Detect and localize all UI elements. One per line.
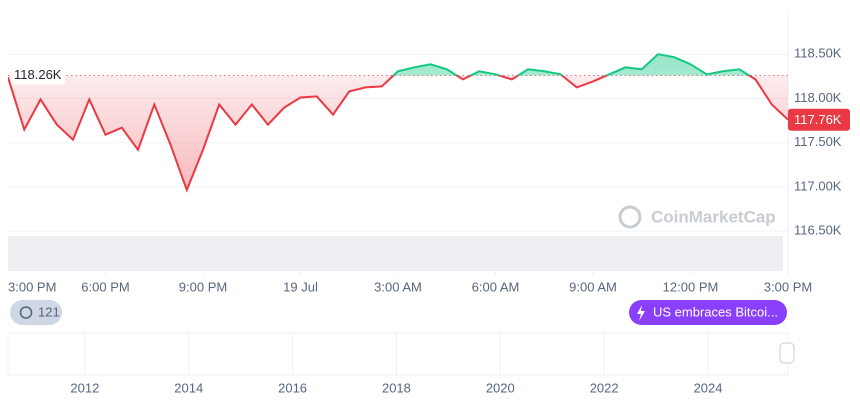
navigator-tick-label: 2022 [590, 380, 619, 395]
y-tick-label: 118.50K [794, 46, 842, 61]
area-up [393, 54, 750, 76]
last-price-tag [788, 108, 850, 131]
x-tick-label: 9:00 PM [179, 279, 227, 294]
line-down [8, 75, 788, 193]
x-tick-label: 3:00 PM [764, 279, 812, 294]
event-pill[interactable]: US embraces Bitcoi... [629, 300, 787, 325]
navigator-frame [7, 332, 789, 376]
navigator-tick-label: 2016 [278, 380, 307, 395]
line-up [392, 53, 752, 76]
x-tick-label: 12:00 PM [663, 279, 719, 294]
y-tick-label: 117.50K [794, 134, 842, 149]
navigator-handle[interactable] [779, 342, 795, 364]
volume-strip [8, 236, 783, 271]
watermark: CoinMarketCap [618, 205, 776, 229]
x-tick-label: 3:00 AM [374, 279, 422, 294]
news-count: 121 [38, 304, 60, 319]
area-down [8, 75, 788, 190]
last-price-label: 117.76K [794, 112, 842, 127]
x-tick-label: 6:00 PM [81, 279, 129, 294]
navigator-tick-label: 2018 [382, 380, 411, 395]
navigator-tick-label: 2012 [70, 380, 99, 395]
navigator-tick-label: 2020 [486, 380, 515, 395]
watermark-text: CoinMarketCap [651, 207, 776, 226]
baseline-label: 118.26K [14, 67, 62, 82]
news-badge[interactable]: 121 [10, 300, 62, 325]
x-tick-label: 19 Jul [283, 279, 318, 294]
baseline-label-bg [11, 66, 65, 85]
y-tick-label: 118.00K [794, 90, 842, 105]
x-tick-label: 6:00 AM [472, 279, 520, 294]
navigator-tick-label: 2014 [174, 380, 203, 395]
y-tick-label: 117.00K [794, 178, 842, 193]
x-tick-label: 3:00 PM [8, 279, 56, 294]
x-tick-label: 9:00 AM [569, 279, 617, 294]
navigator-tick-label: 2024 [694, 380, 723, 395]
y-tick-label: 116.50K [794, 223, 842, 238]
event-label: US embraces Bitcoi... [653, 304, 778, 319]
